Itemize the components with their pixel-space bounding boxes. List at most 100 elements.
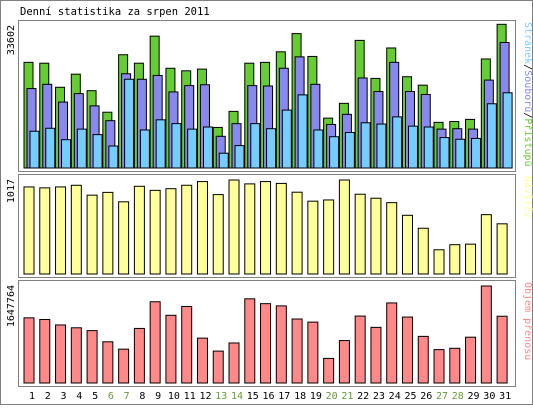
bar-visits-Návštěv-5 [86, 194, 98, 275]
bar-visits-Návštěv-10 [165, 188, 177, 275]
legend-text: Návštěv [522, 176, 533, 218]
legend-entry: Objem přenosu [522, 282, 533, 360]
x-tick-label: 4 [76, 391, 82, 402]
legend: Návštěv [522, 176, 533, 218]
bar-kbytes-Objem přenosu-24 [386, 302, 398, 384]
bar-kbytes-Objem přenosu-23 [370, 326, 382, 384]
legend-text: Stránek/Souborů/Přístupů [522, 22, 533, 167]
bar-visits-Návštěv-19 [307, 200, 319, 275]
bar-visits-Návštěv-29 [465, 243, 477, 275]
bar-visits-Návštěv-1 [23, 186, 35, 275]
x-tick-label: 13 [215, 391, 227, 402]
bar-hits-files-pages-Stránek-5 [92, 134, 103, 169]
legend-entry: Přístupů [522, 118, 533, 166]
bar-visits-Návštěv-28 [449, 244, 461, 275]
bar-visits-Návštěv-24 [386, 202, 398, 275]
bar-visits-Návštěv-6 [102, 191, 114, 275]
bar-hits-files-pages-Stránek-7 [124, 78, 135, 169]
bar-kbytes-Objem přenosu-10 [165, 314, 177, 384]
bar-hits-files-pages-Stránek-4 [76, 128, 87, 169]
bar-visits-Návštěv-20 [323, 199, 335, 275]
x-tick-label: 30 [483, 391, 495, 402]
bar-hits-files-pages-Stránek-19 [313, 129, 324, 169]
bar-hits-files-pages-Stránek-2 [45, 127, 56, 169]
bar-hits-files-pages-Stránek-14 [234, 145, 245, 169]
bar-hits-files-pages-Stránek-9 [155, 119, 166, 169]
bar-kbytes-Objem přenosu-20 [323, 357, 335, 384]
bar-hits-files-pages-Stránek-30 [486, 103, 497, 169]
bar-kbytes-Objem přenosu-29 [465, 336, 477, 384]
chart-title: Denní statistika za srpen 2011 [20, 6, 210, 18]
bar-hits-files-pages-Stránek-18 [297, 94, 308, 169]
bar-visits-Návštěv-23 [370, 197, 382, 275]
bar-hits-files-pages-Stránek-11 [187, 128, 198, 169]
legend-entry: Stránek [522, 22, 533, 64]
x-tick-label: 10 [168, 391, 180, 402]
bar-visits-Návštěv-30 [480, 214, 492, 275]
bar-kbytes-Objem přenosu-12 [196, 337, 208, 384]
x-tick-label: 12 [199, 391, 211, 402]
x-tick-label: 3 [61, 391, 67, 402]
bar-kbytes-Objem přenosu-5 [86, 330, 98, 384]
bar-visits-Návštěv-18 [291, 191, 303, 275]
x-tick-label: 26 [420, 391, 432, 402]
x-tick-label: 11 [184, 391, 196, 402]
bar-kbytes-Objem přenosu-3 [55, 324, 67, 384]
bar-kbytes-Objem přenosu-13 [212, 350, 224, 384]
legend: Stránek/Souborů/Přístupů [522, 22, 533, 167]
bar-hits-files-pages-Stránek-20 [329, 136, 340, 169]
bar-kbytes-Objem přenosu-27 [433, 349, 445, 384]
bar-hits-files-pages-Stránek-17 [281, 109, 292, 169]
bar-kbytes-Objem přenosu-17 [275, 305, 287, 384]
bar-kbytes-Objem přenosu-19 [307, 321, 319, 384]
bar-visits-Návštěv-2 [39, 187, 51, 275]
bar-kbytes-Objem přenosu-8 [133, 327, 145, 384]
bar-hits-files-pages-Stránek-28 [455, 138, 466, 169]
bar-visits-Návštěv-8 [133, 185, 145, 275]
bar-hits-files-pages-Stránek-15 [250, 123, 261, 169]
bar-hits-files-pages-Stránek-31 [502, 92, 513, 169]
x-tick-label: 31 [499, 391, 511, 402]
bar-visits-Návštěv-17 [275, 182, 287, 275]
y-max-label: 1647764 [6, 285, 17, 327]
x-tick-label: 23 [373, 391, 385, 402]
bar-kbytes-Objem přenosu-16 [260, 303, 272, 384]
bar-kbytes-Objem přenosu-26 [417, 335, 429, 384]
x-tick-label: 2 [45, 391, 51, 402]
legend-separator: / [522, 64, 533, 70]
bar-hits-files-pages-Stránek-29 [471, 137, 482, 169]
panel-hits-files-pages: 33602 Stránek/Souborů/Přístupů [6, 20, 533, 172]
x-tick-label: 22 [357, 391, 369, 402]
bar-visits-Návštěv-15 [244, 183, 256, 275]
bar-hits-files-pages-Stránek-27 [439, 137, 450, 169]
bar-visits-Návštěv-21 [338, 179, 350, 275]
x-tick-label: 28 [452, 391, 464, 402]
legend: Objem přenosu [522, 282, 533, 360]
x-tick-label: 16 [263, 391, 275, 402]
bar-hits-files-pages-Stránek-22 [360, 122, 371, 169]
x-tick-label: 8 [139, 391, 145, 402]
bar-kbytes-Objem přenosu-18 [291, 318, 303, 384]
x-tick-label: 21 [341, 391, 353, 402]
x-tick-label: 17 [278, 391, 290, 402]
x-tick-label: 5 [92, 391, 98, 402]
bar-kbytes-Objem přenosu-14 [228, 342, 240, 384]
bar-kbytes-Objem přenosu-2 [39, 318, 51, 384]
bar-kbytes-Objem přenosu-7 [118, 348, 130, 384]
x-tick-label: 14 [231, 391, 243, 402]
bar-kbytes-Objem přenosu-28 [449, 347, 461, 384]
bar-kbytes-Objem přenosu-6 [102, 341, 114, 384]
x-tick-label: 29 [468, 391, 480, 402]
bar-visits-Návštěv-22 [354, 193, 366, 275]
x-tick-label: 25 [404, 391, 416, 402]
bar-kbytes-Objem přenosu-11 [181, 305, 193, 384]
bar-hits-files-pages-Stránek-6 [108, 145, 119, 169]
x-tick-label: 27 [436, 391, 448, 402]
bar-visits-Návštěv-26 [417, 227, 429, 275]
bar-kbytes-Objem přenosu-30 [480, 285, 492, 384]
bar-kbytes-Objem přenosu-31 [496, 315, 508, 384]
bar-visits-Návštěv-25 [401, 214, 413, 275]
bar-visits-Návštěv-13 [212, 194, 224, 275]
